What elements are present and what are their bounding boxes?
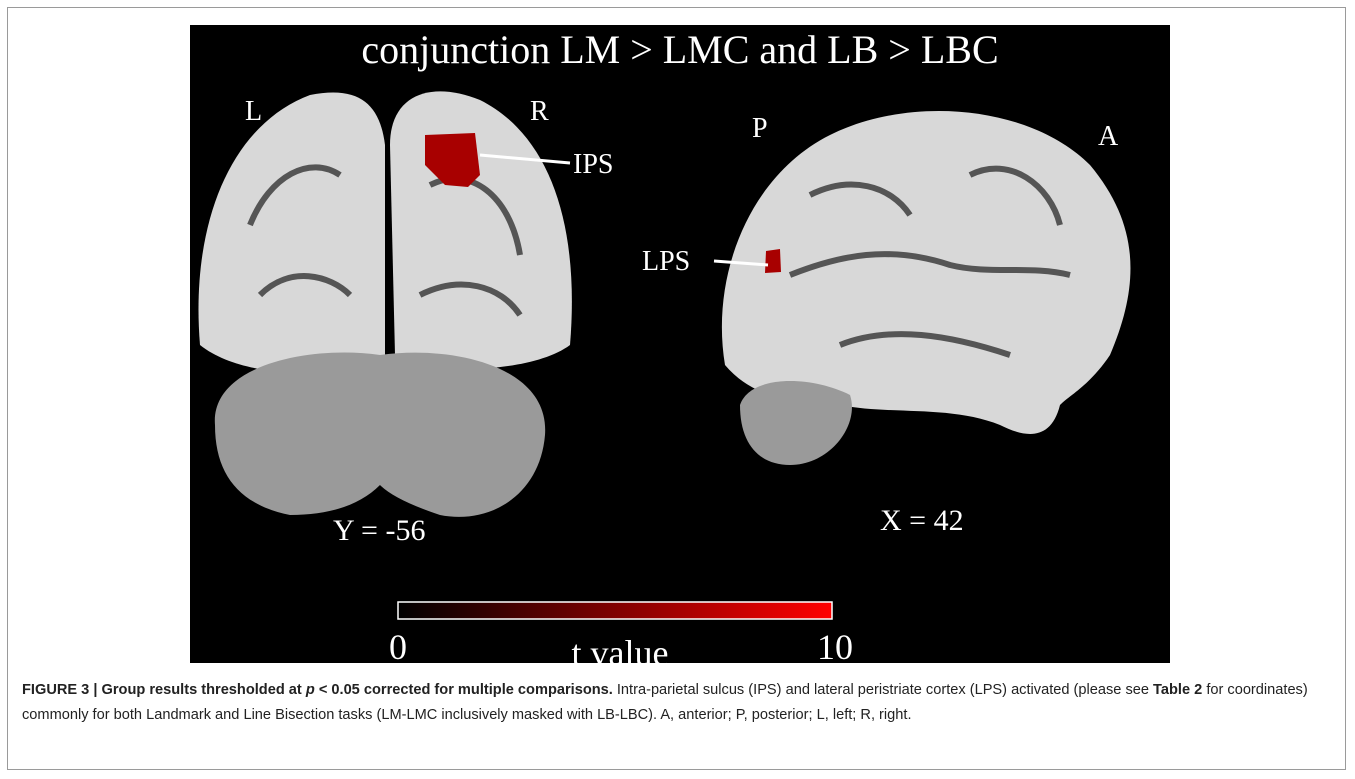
colorbar-min: 0 [389, 627, 407, 663]
table-reference: Table 2 [1153, 682, 1202, 698]
caption-text: Intra-parietal sulcus (IPS) and lateral … [613, 682, 1153, 698]
ips-label: IPS [573, 149, 613, 180]
coronal-coordinate: Y = -56 [333, 514, 425, 547]
anterior-label: A [1098, 121, 1119, 152]
caption-label: FIGURE 3 | Group results thresholded at [22, 682, 306, 698]
right-label: R [530, 96, 549, 127]
lps-label: LPS [642, 246, 690, 277]
caption-label-end: < 0.05 corrected for multiple comparison… [315, 682, 613, 698]
colorbar-max: 10 [817, 627, 853, 663]
posterior-label: P [752, 113, 768, 144]
caption: FIGURE 3 | Group results thresholded at … [22, 678, 1332, 728]
figure-title: conjunction LM > LMC and LB > LBC [361, 27, 998, 72]
caption-p: p [306, 682, 315, 698]
sagittal-coordinate: X = 42 [880, 504, 964, 537]
left-label: L [245, 96, 262, 127]
colorbar-label: t value [572, 633, 669, 663]
colorbar [398, 602, 832, 619]
figure-image: conjunction LM > LMC and LB > LBC L R IP… [190, 25, 1170, 663]
